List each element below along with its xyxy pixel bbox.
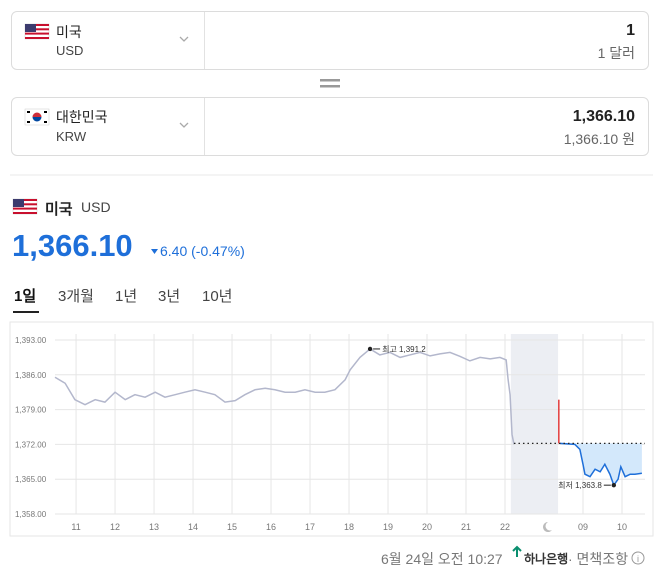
- country: 미국: [56, 24, 82, 40]
- x-tick-label: 20: [422, 522, 432, 532]
- us-flag: [12, 198, 38, 215]
- amount-unit: 1 달러: [597, 45, 635, 61]
- x-tick-label: 10: [617, 522, 627, 532]
- annotation-dot: [611, 482, 617, 488]
- kr-flag: [24, 108, 50, 126]
- update-time: 6월 24일 오전 10:27: [381, 551, 503, 567]
- range-tab[interactable]: 1일: [14, 288, 37, 305]
- to-currency-row[interactable]: [11, 97, 649, 156]
- range-tab[interactable]: 3개월: [58, 288, 94, 305]
- line: [54, 348, 515, 445]
- bank-name: 하나은행: [524, 552, 569, 566]
- x-tick-label: 11: [71, 522, 80, 532]
- info-icon[interactable]: [631, 551, 645, 565]
- country: 대한민국: [56, 109, 108, 125]
- from-currency-row[interactable]: [11, 11, 649, 70]
- closed-market-shade: [510, 334, 559, 514]
- separator: [204, 98, 205, 155]
- range-tab[interactable]: 10년: [202, 288, 233, 305]
- amount[interactable]: 1: [626, 22, 635, 39]
- x-tick-label: 19: [383, 522, 393, 532]
- currency-code: KRW: [56, 129, 87, 144]
- x-tick-label: 13: [149, 522, 159, 532]
- night-icon: [543, 522, 552, 532]
- y-tick-label: 1,372.00: [15, 440, 47, 449]
- bank-logo: [512, 545, 522, 557]
- quote-change: 6.40 (-0.47%): [160, 243, 245, 259]
- x-tick-label: 18: [344, 522, 354, 532]
- x-tick-label: 09: [578, 522, 588, 532]
- x-tick-label: 14: [188, 522, 198, 532]
- x-tick-label: 16: [266, 522, 276, 532]
- down-arrow: [151, 249, 158, 254]
- tab-underline: [13, 311, 39, 313]
- y-tick-label: 1,386.00: [15, 371, 47, 380]
- x-tick-label: 12: [110, 522, 120, 532]
- x-tick-label: 15: [227, 522, 237, 532]
- currency-code: USD: [56, 43, 84, 58]
- amount-unit: 1,366.10 원: [563, 131, 635, 147]
- info-icon-glyph: i: [637, 554, 639, 564]
- y-tick-label: 1,393.00: [15, 336, 47, 345]
- annotation-label: 최고 1,391.2: [382, 344, 426, 354]
- us-flag: [24, 23, 50, 40]
- x-tick-label: 17: [305, 522, 315, 532]
- annotation-dot: [367, 346, 373, 352]
- x-tick-label: 22: [500, 522, 510, 532]
- annotation-label: 최저 1,363.8: [558, 480, 602, 490]
- y-tick-label: 1,379.00: [15, 406, 47, 415]
- amount[interactable]: 1,366.10: [572, 108, 635, 125]
- plot: 1,358.00 1,365.00 1,372.00 1,379.00 1,386.00…: [15, 334, 645, 532]
- quote-code: USD: [81, 199, 111, 215]
- chevron: [179, 36, 189, 42]
- y-tick-label: 1,365.00: [15, 475, 47, 484]
- range-tab[interactable]: 1년: [115, 288, 138, 305]
- chart-frame: [9, 321, 654, 537]
- equals-icon: [320, 85, 340, 88]
- y-tick-label: 1,358.00: [15, 510, 47, 519]
- area-fill: [559, 443, 642, 486]
- separator: [204, 12, 205, 69]
- equals-icon: [320, 79, 340, 82]
- range-tab[interactable]: 3년: [158, 288, 181, 305]
- quote-country: 미국: [45, 201, 73, 218]
- line: [559, 442, 642, 487]
- x-tick-label: 21: [461, 522, 471, 532]
- disclaimer[interactable]: · 면책조항: [568, 551, 629, 567]
- quote-price: 1,366.10: [12, 228, 133, 263]
- chevron: [179, 122, 189, 128]
